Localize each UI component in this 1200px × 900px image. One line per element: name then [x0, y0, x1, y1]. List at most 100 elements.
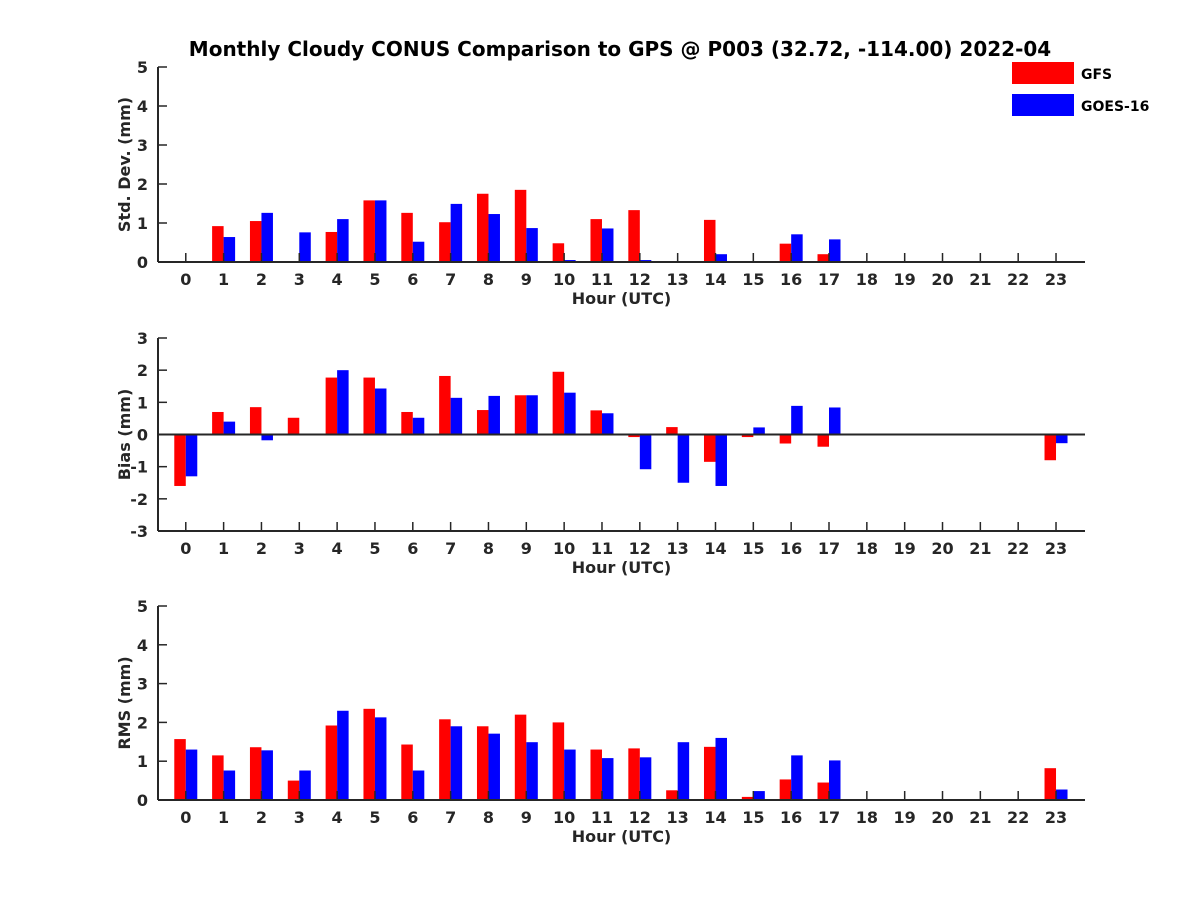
bar-gfs-hour-12	[628, 434, 640, 438]
bar-gfs-hour-0	[174, 434, 186, 486]
x-tick-label: 4	[332, 539, 343, 558]
x-tick-label: 17	[818, 270, 840, 289]
bar-goes-16-hour-0	[185, 749, 198, 800]
bar-goes-16-hour-14	[715, 254, 727, 262]
bar-gfs-hour-13	[666, 790, 678, 800]
bar-gfs-hour-15	[741, 796, 754, 800]
bar-goes-16-hour-23	[1056, 434, 1068, 444]
bar-goes-16-hour-16	[791, 755, 803, 800]
bar-gfs-hour-6	[401, 744, 413, 800]
bar-goes-16-hour-6	[412, 417, 425, 435]
x-tick-label: 7	[445, 270, 456, 289]
x-tick-label: 22	[1007, 808, 1029, 827]
x-tick-label: 13	[667, 808, 689, 827]
bar-gfs-hour-10	[552, 371, 565, 435]
bar-gfs-hour-14	[703, 219, 716, 262]
x-tick-label: 23	[1045, 808, 1067, 827]
bar-goes-16-hour-9	[526, 395, 538, 435]
y-tick-label: 3	[137, 329, 148, 348]
y-tick-label: 2	[137, 361, 148, 380]
bar-goes-16-hour-14	[715, 737, 727, 800]
x-tick-label: 19	[894, 808, 916, 827]
x-tick-label: 1	[218, 270, 229, 289]
bar-goes-16-hour-10	[564, 392, 576, 435]
y-tick-label: 3	[137, 136, 148, 155]
bar-goes-16-hour-11	[601, 228, 614, 262]
bar-gfs-hour-5	[363, 377, 375, 435]
bar-goes-16-hour-7	[450, 726, 463, 800]
y-tick-label: 5	[137, 58, 148, 77]
bar-goes-16-hour-6	[412, 770, 425, 800]
x-tick-label: 15	[742, 539, 764, 558]
bar-gfs-hour-3	[287, 780, 300, 800]
bar-gfs-hour-3	[287, 417, 300, 435]
x-tick-label: 10	[553, 539, 575, 558]
y-tick-label: 1	[137, 752, 148, 771]
bar-gfs-hour-16	[779, 779, 792, 800]
x-tick-label: 6	[407, 808, 418, 827]
y-axis-label: Std. Dev. (mm)	[115, 97, 134, 232]
y-tick-label: 1	[137, 214, 148, 233]
bar-gfs-hour-16	[779, 434, 792, 444]
bar-gfs-hour-0	[174, 739, 186, 800]
x-tick-label: 2	[256, 539, 267, 558]
bar-goes-16-hour-0	[185, 434, 198, 477]
x-axis-label: Hour (UTC)	[572, 558, 672, 577]
x-tick-label: 13	[667, 539, 689, 558]
legend-swatch-gfs	[1012, 62, 1074, 84]
bar-gfs-hour-11	[590, 219, 602, 262]
bar-goes-16-hour-6	[412, 241, 425, 262]
bar-gfs-hour-5	[363, 200, 375, 262]
x-tick-label: 22	[1007, 539, 1029, 558]
bar-gfs-hour-7	[439, 222, 451, 262]
x-tick-label: 20	[931, 270, 953, 289]
x-tick-label: 8	[483, 808, 494, 827]
bar-gfs-hour-12	[628, 210, 640, 262]
y-tick-label: 0	[137, 253, 148, 272]
x-tick-label: 9	[521, 270, 532, 289]
x-tick-label: 16	[780, 539, 802, 558]
y-axis-label: Bias (mm)	[115, 389, 134, 481]
bar-gfs-hour-14	[703, 434, 716, 462]
y-tick-label: 4	[137, 636, 148, 655]
x-tick-label: 9	[521, 539, 532, 558]
y-axis-label: RMS (mm)	[115, 656, 134, 749]
x-tick-label: 20	[931, 539, 953, 558]
x-tick-label: 23	[1045, 539, 1067, 558]
x-tick-label: 18	[856, 270, 878, 289]
x-tick-label: 14	[704, 808, 726, 827]
chart-title: Monthly Cloudy CONUS Comparison to GPS @…	[189, 37, 1051, 61]
x-tick-label: 9	[521, 808, 532, 827]
x-tick-label: 3	[294, 270, 305, 289]
y-tick-label: 0	[137, 426, 148, 445]
bar-gfs-hour-8	[476, 726, 489, 800]
x-tick-label: 18	[856, 808, 878, 827]
bar-goes-16-hour-8	[488, 395, 500, 435]
bar-gfs-hour-2	[249, 407, 262, 435]
y-tick-label: -3	[130, 522, 148, 541]
x-tick-label: 10	[553, 270, 575, 289]
bar-goes-16-hour-1	[223, 237, 236, 262]
x-tick-label: 17	[818, 808, 840, 827]
bar-goes-16-hour-16	[791, 405, 803, 435]
x-tick-label: 11	[591, 270, 613, 289]
x-tick-label: 3	[294, 808, 305, 827]
bar-gfs-hour-6	[401, 212, 413, 262]
x-tick-label: 7	[445, 808, 456, 827]
bar-gfs-hour-17	[817, 254, 829, 262]
x-tick-label: 16	[780, 808, 802, 827]
bar-gfs-hour-23	[1044, 768, 1057, 800]
bar-goes-16-hour-4	[337, 370, 349, 435]
bar-goes-16-hour-7	[450, 397, 463, 435]
bar-gfs-hour-10	[552, 722, 565, 800]
x-tick-label: 19	[894, 270, 916, 289]
bar-gfs-hour-9	[514, 189, 527, 262]
x-tick-label: 21	[969, 808, 991, 827]
bar-goes-16-hour-1	[223, 421, 236, 435]
bar-goes-16-hour-5	[374, 200, 387, 262]
legend: GFS GOES-16	[1012, 62, 1149, 116]
y-tick-label: -2	[130, 490, 148, 509]
